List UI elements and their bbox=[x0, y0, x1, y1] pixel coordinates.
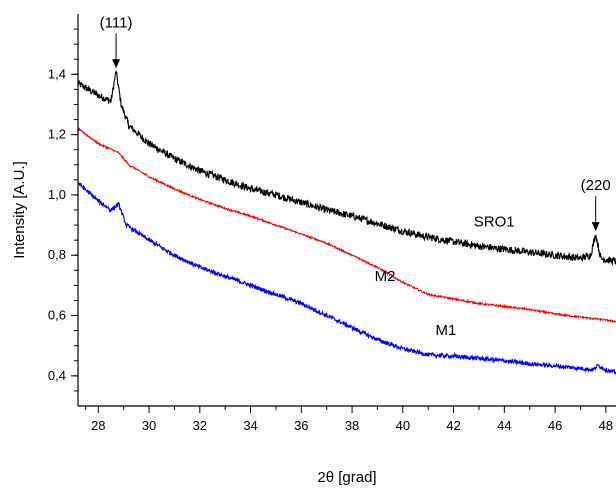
series-label: SRO1 bbox=[474, 214, 515, 231]
series-line-m1 bbox=[77, 182, 616, 375]
y-axis-label: Intensity [A.U.] bbox=[11, 161, 28, 259]
series-line-m2 bbox=[77, 126, 616, 324]
x-tick-label: 46 bbox=[548, 418, 562, 433]
x-ticks: 28 30 32 34 36 38 40 42 44 46 48 bbox=[85, 406, 613, 433]
y-tick-label: 1,4 bbox=[48, 66, 66, 81]
annotation-arrow-head bbox=[591, 222, 600, 232]
series-label: M2 bbox=[375, 268, 396, 285]
x-tick-label: 38 bbox=[345, 418, 359, 433]
annotation-arrow-head bbox=[112, 59, 121, 69]
y-tick-label: 0,4 bbox=[48, 368, 66, 383]
annotations: (111) (220 bbox=[100, 14, 611, 232]
x-tick-label: 28 bbox=[91, 418, 105, 433]
y-tick-label: 1,2 bbox=[48, 127, 66, 142]
y-ticks: 0,4 0,6 0,8 1,0 1,2 1,4 bbox=[48, 28, 78, 392]
x-tick-label: 36 bbox=[294, 418, 308, 433]
x-tick-label: 44 bbox=[497, 418, 511, 433]
y-tick-label: 1,0 bbox=[48, 187, 66, 202]
x-tick-label: 42 bbox=[446, 418, 460, 433]
x-tick-label: 34 bbox=[243, 418, 257, 433]
series-label: M1 bbox=[436, 322, 457, 339]
series-line-sro1 bbox=[77, 70, 616, 267]
x-tick-label: 40 bbox=[396, 418, 410, 433]
x-axis-label: 2θ [grad] bbox=[317, 469, 376, 486]
peak-annotation: (220 bbox=[581, 177, 611, 194]
peak-annotation: (111) bbox=[100, 14, 133, 31]
x-tick-label: 30 bbox=[142, 418, 156, 433]
y-tick-label: 0,8 bbox=[48, 247, 66, 262]
series-labels: SRO1 M2 M1 bbox=[375, 214, 515, 340]
series-layer bbox=[77, 70, 616, 375]
x-tick-label: 48 bbox=[599, 418, 613, 433]
x-tick-label: 32 bbox=[193, 418, 207, 433]
y-tick-label: 0,6 bbox=[48, 308, 66, 323]
